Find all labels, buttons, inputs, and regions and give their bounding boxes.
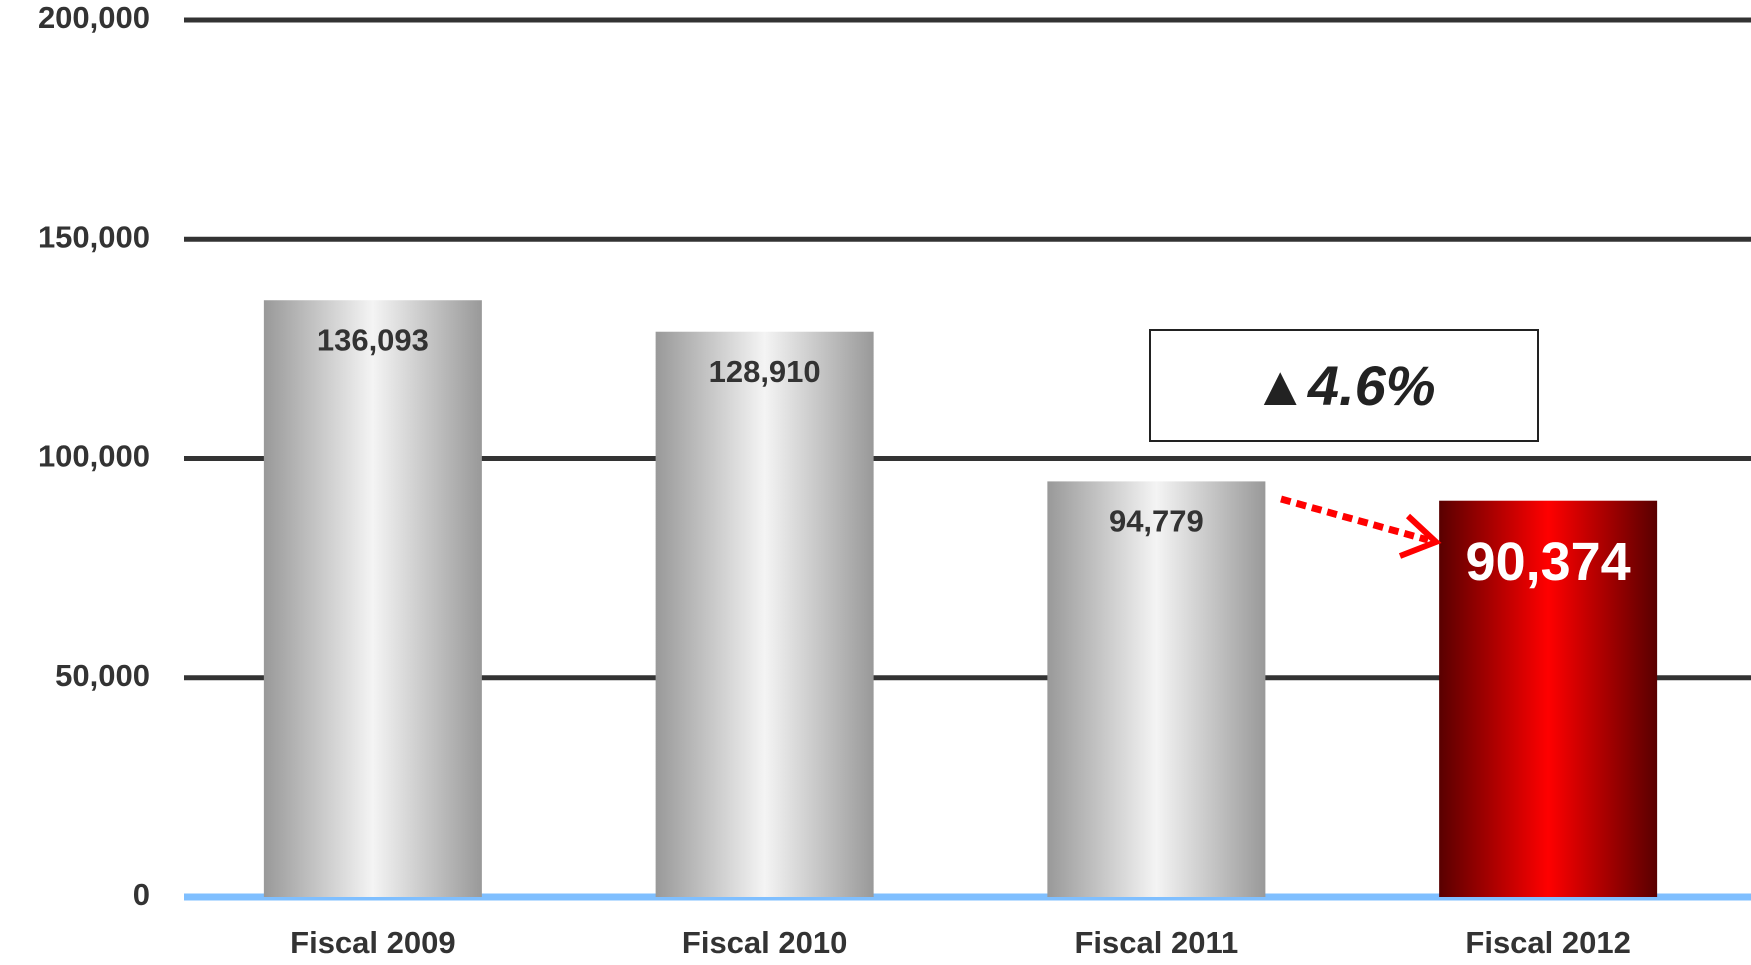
x-tick-label: Fiscal 2011 — [1075, 925, 1239, 960]
x-tick-label: Fiscal 2012 — [1465, 925, 1630, 960]
value-label: 128,910 — [709, 354, 821, 389]
arrow-line — [1280, 495, 1429, 544]
y-tick-label: 150,000 — [38, 219, 150, 254]
arrow-head — [1398, 513, 1442, 559]
annotation-box — [1149, 329, 1539, 442]
bar — [655, 331, 874, 898]
value-label: 136,093 — [317, 322, 429, 357]
value-label: 90,374 — [1466, 532, 1631, 592]
annotation: ▲4.6% — [1252, 354, 1435, 417]
bar — [263, 300, 482, 898]
y-tick-label: 200,000 — [38, 0, 150, 35]
value-label: 94,779 — [1109, 504, 1204, 539]
x-tick-label: Fiscal 2009 — [290, 925, 455, 960]
x-tick-label: Fiscal 2010 — [682, 925, 847, 960]
bar — [1047, 481, 1266, 897]
y-tick-label: 100,000 — [38, 439, 150, 474]
y-tick-label: 0 — [133, 877, 150, 912]
bar — [1439, 500, 1658, 897]
y-tick-label: 50,000 — [55, 658, 150, 693]
